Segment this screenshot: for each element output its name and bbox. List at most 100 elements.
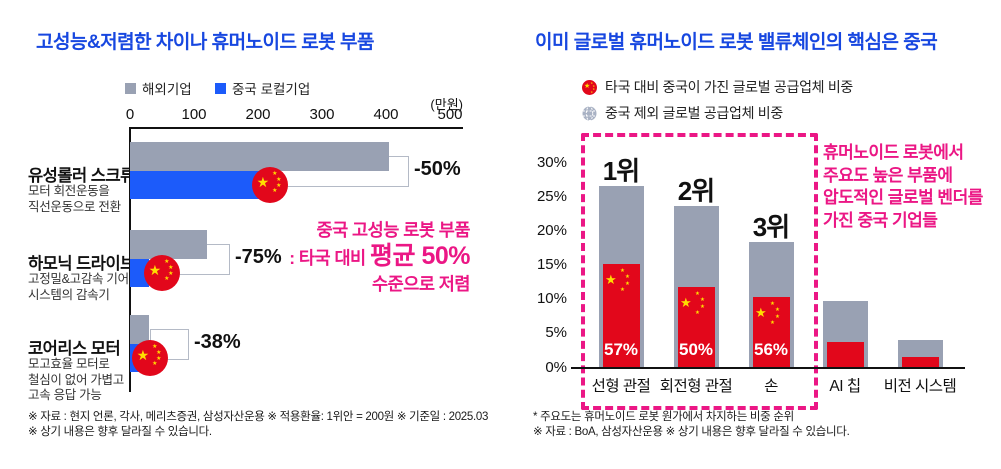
- discount-label: -50%: [414, 157, 461, 180]
- axis-tick-label: 0: [125, 106, 135, 123]
- china-share-percent-label: 56%: [753, 339, 789, 359]
- overseas-bar: [130, 315, 149, 344]
- overseas-legend-swatch: [125, 82, 136, 94]
- category-label: 하모닉 드라이브: [28, 255, 135, 273]
- left-annotation-emphasis: 평균 50%: [370, 242, 470, 270]
- right-annotation-line4: 가진 중국 기업들: [823, 210, 938, 230]
- china-star-icon: ★: [590, 89, 594, 94]
- china-share-bar: [901, 356, 939, 368]
- highlight-dashed-box: [581, 133, 818, 410]
- overseas-bar: [130, 142, 390, 171]
- legend-china-local: 중국 로컬기업: [215, 78, 310, 98]
- china-star-icon: ★: [276, 176, 282, 183]
- left-annotation: 중국 고성능 로봇 부품 : 타국 대비 평균 50% 수준으로 저렴: [240, 219, 470, 296]
- china-star-icon: ★: [592, 86, 596, 91]
- y-axis-tick-label: 30%: [536, 153, 567, 171]
- china-local-legend-swatch: [215, 82, 226, 94]
- china-star-icon: ★: [770, 320, 775, 327]
- china-star-icon: ★: [276, 182, 282, 189]
- china-share-bar: [602, 264, 640, 368]
- china-star-icon: ★: [584, 83, 590, 90]
- legend-global-share: 중국 제외 글로벌 공급업체 비중: [582, 103, 783, 123]
- category-description: 철심이 없어 가볍고: [28, 372, 124, 387]
- left-annotation-line1: 중국 고성능 로봇 부품: [316, 220, 471, 240]
- y-axis-tick-label: 5%: [545, 324, 567, 342]
- china-star-icon: ★: [695, 309, 700, 316]
- china-star-icon: ★: [164, 259, 170, 266]
- china-local-legend-label: 중국 로컬기업: [232, 82, 311, 97]
- china-flag-badge: ★ ★ ★ ★ ★: [144, 254, 180, 291]
- discount-label: -75%: [235, 245, 282, 268]
- axis-tick-label: 200: [245, 106, 271, 123]
- axis-tick-label: 100: [181, 106, 207, 123]
- rank-label: 1위: [602, 155, 640, 186]
- x-axis-category-label: AI 칩: [829, 378, 861, 395]
- china-star-icon: ★: [148, 262, 162, 279]
- china-star-icon: ★: [156, 349, 162, 356]
- china-share-legend-label: 타국 대비 중국이 가진 글로벌 공급업체 비중: [605, 79, 853, 95]
- china-star-icon: ★: [168, 264, 174, 271]
- category-description: 고속 응답 가능: [28, 388, 102, 402]
- y-axis-tick-label: 10%: [536, 290, 567, 308]
- y-axis-tick-label: 20%: [536, 221, 567, 239]
- right-annotation-line2: 주요도 높은 부품에: [823, 165, 953, 185]
- x-axis-category-label: 비전 시스템: [883, 378, 957, 395]
- category-description: 직선운동으로 전환: [28, 199, 121, 214]
- global-share-legend-label: 중국 제외 글로벌 공급업체 비중: [605, 105, 783, 121]
- china-star-icon: ★: [156, 355, 162, 362]
- category-label: 코어리스 모터: [28, 340, 121, 358]
- left-axis-line-top: [130, 127, 463, 129]
- axis-tick-label: 300: [309, 106, 335, 123]
- china-star-icon: ★: [168, 270, 174, 277]
- axis-tick-label: 400: [373, 106, 399, 123]
- china-flag-badge: ★ ★ ★ ★ ★: [132, 339, 168, 376]
- china-star-icon: ★: [136, 347, 150, 364]
- china-star-icon: ★: [152, 344, 158, 351]
- category-label: 유성롤러 스크류: [28, 167, 135, 185]
- left-annotation-line3: 수준으로 저렴: [372, 274, 470, 294]
- china-star-icon: ★: [695, 290, 700, 297]
- category-description: 시스템의 감속기: [28, 287, 110, 302]
- china-star-icon: ★: [625, 274, 630, 281]
- right-annotation-line1: 휴머노이드 로봇에서: [823, 143, 964, 162]
- china-star-icon: ★: [775, 314, 780, 321]
- y-axis-tick-label: 0%: [545, 358, 567, 376]
- overseas-bar: [130, 230, 207, 259]
- overseas-legend-label: 해외기업: [142, 82, 192, 97]
- axis-unit-label: (만원): [430, 97, 463, 112]
- china-flag-icon: ★ ★ ★ ★ ★: [582, 79, 597, 95]
- china-star-icon: ★: [775, 307, 780, 314]
- china-flag-emblem: ★ ★ ★ ★ ★: [755, 302, 789, 328]
- left-chart-title: 고성능&저렴한 차이나 휴머노이드 로봇 부품: [36, 32, 374, 53]
- china-star-icon: ★: [620, 287, 625, 294]
- rank-label: 3위: [752, 211, 790, 242]
- china-star-icon: ★: [755, 305, 767, 321]
- category-description: 고정밀&고감속 기어: [28, 272, 129, 286]
- y-axis-tick-label: 15%: [536, 256, 567, 274]
- left-footnote-line2: ※ 상기 내용은 향후 달라질 수 있습니다.: [28, 426, 212, 438]
- china-star-icon: ★: [152, 361, 158, 368]
- right-annotation: 휴머노이드 로봇에서 주요도 높은 부품에 압도적인 글로벌 벤더를 가진 중국…: [823, 142, 983, 232]
- left-footnote-line1: ※ 자료 : 현지 언론, 각사, 메리츠증권, 삼성자산운용 ※ 적용환율: …: [28, 411, 489, 423]
- china-star-icon: ★: [620, 268, 625, 275]
- china-star-icon: ★: [164, 276, 170, 283]
- china-star-icon: ★: [272, 188, 278, 195]
- right-footnote-line1: * 주요도는 휴머노이드 로봇 원가에서 차지하는 비중 순위: [533, 411, 794, 423]
- legend-china-share: ★ ★ ★ ★ ★ 타국 대비 중국이 가진 글로벌 공급업체 비중: [582, 77, 853, 97]
- right-footnote-line2: ※ 자료 : BoA, 삼성자산운용 ※ 상기 내용은 향후 달라질 수 있습니…: [533, 426, 850, 438]
- china-star-icon: ★: [590, 80, 594, 85]
- category-description: 모터 회전운동을: [28, 184, 110, 198]
- china-star-icon: ★: [700, 296, 705, 303]
- legend-overseas: 해외기업: [125, 78, 192, 98]
- china-star-icon: ★: [256, 174, 270, 191]
- china-star-icon: ★: [625, 281, 630, 288]
- y-axis-tick-label: 25%: [536, 187, 567, 205]
- china-share-bar: [826, 341, 864, 368]
- rank-label: 2위: [677, 176, 715, 207]
- china-star-icon: ★: [272, 171, 278, 178]
- china-share-bar: [677, 286, 715, 368]
- china-star-icon: ★: [770, 301, 775, 308]
- right-axis-baseline: [571, 367, 965, 369]
- x-axis-category-label: 회전형 관절: [659, 378, 733, 395]
- right-chart-title: 이미 글로벌 휴머노이드 로봇 밸류체인의 핵심은 중국: [535, 32, 938, 53]
